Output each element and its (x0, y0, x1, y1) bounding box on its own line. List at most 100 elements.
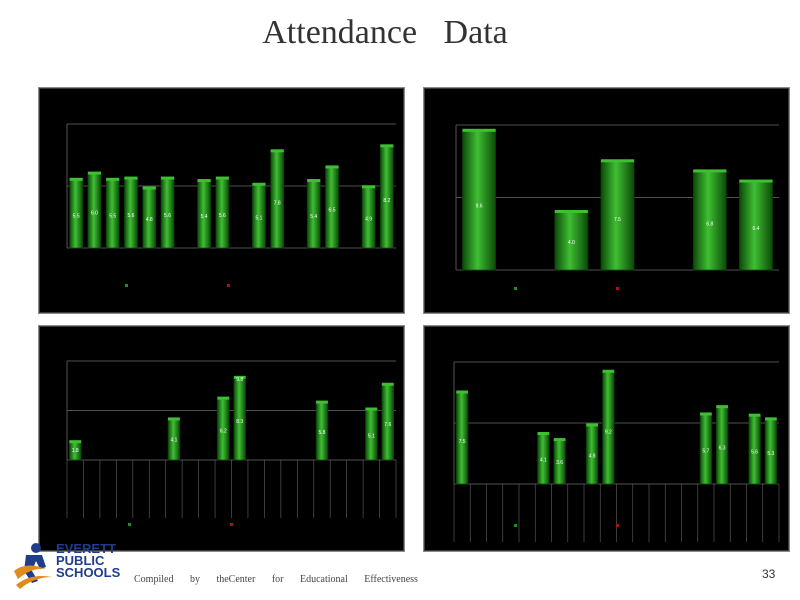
bar-cap (602, 369, 615, 373)
bar-cap (124, 176, 138, 180)
bar-cap (380, 144, 394, 148)
bar (462, 130, 496, 271)
data-label: 7.5 (459, 439, 466, 445)
data-label: 6.3 (719, 445, 726, 451)
bar-cap (69, 440, 82, 444)
data-label: 6.0 (91, 211, 98, 217)
chart-panel-top-right: 9.6 4.0 7.5 6.8 6.4 (423, 87, 790, 314)
bar-cap (270, 149, 284, 153)
logo-line-3: SCHOOLS (56, 565, 121, 580)
bar-cap (215, 176, 229, 180)
bar-chart-top-left: 5.5 6.0 5.5 5.6 4.8 5.6 5.4 5.6 5.1 7.8 5.4 6.5 4.9 8… (66, 123, 396, 287)
data-label: 5.5 (109, 213, 116, 219)
legend-marker-green (514, 524, 517, 527)
logo-line-1: EVERETT (56, 541, 116, 556)
data-label: 5.1 (368, 433, 375, 439)
bar-cap (365, 407, 378, 411)
data-label: 4.0 (568, 240, 575, 246)
legend-marker-red (616, 287, 619, 290)
bar-cap (233, 375, 246, 379)
bar-chart-top-right: 9.6 4.0 7.5 6.8 6.4 (455, 124, 779, 290)
page-title: Attendance Data (262, 14, 508, 51)
bar (602, 371, 615, 485)
data-label: 6.8 (706, 222, 713, 228)
bar-cap (106, 177, 120, 181)
data-label: 9.2 (605, 429, 612, 435)
bar (600, 160, 635, 271)
data-label: 7.8 (274, 200, 281, 206)
bar-cap (748, 413, 761, 417)
data-label: 3.6 (556, 460, 563, 466)
bar (739, 181, 773, 271)
runner-icon (14, 543, 52, 589)
data-label: 7.6 (384, 422, 391, 428)
data-label: 4.1 (540, 457, 547, 463)
bar-cap (252, 182, 266, 186)
data-label: 5.6 (751, 449, 758, 455)
legend-marker-red (227, 284, 230, 287)
bar-cap (325, 165, 339, 169)
logo-line-2: PUBLIC (56, 553, 105, 568)
bar-cap (462, 128, 496, 132)
data-label: 5.4 (201, 214, 208, 220)
bar-cap (160, 176, 175, 180)
bar-cap (693, 169, 727, 173)
bar-cap (554, 210, 588, 213)
bar-cap (307, 179, 321, 183)
bar-cap (381, 382, 394, 386)
data-label: 5.4 (310, 214, 317, 220)
bar-cap (765, 417, 777, 421)
data-label: 5.7 (702, 449, 709, 455)
data-label: 5.6 (164, 213, 171, 219)
bar-cap (316, 400, 328, 404)
bar-cap (600, 159, 635, 163)
bar-cap (217, 396, 230, 400)
bar-cap (362, 185, 376, 189)
data-label: 8.3 (236, 419, 243, 425)
data-label: 5.8 (318, 430, 325, 436)
data-label: 5.3 (767, 451, 774, 457)
data-label: 4.8 (146, 217, 153, 223)
data-label: 4.8 (589, 454, 596, 460)
bar-cap (553, 438, 566, 442)
bar-cap (456, 390, 468, 394)
chart-panel-bottom-left: 1.8 4.1 6.2 8.3 9.8 5.8 5.1 7.6 (38, 325, 405, 552)
data-label: 6.5 (329, 208, 336, 214)
data-label: 5.5 (73, 213, 80, 219)
legend-marker-green (128, 523, 131, 526)
data-label-top: 9.8 (236, 377, 243, 383)
bar-cap (537, 431, 550, 435)
data-label: 1.8 (72, 448, 79, 454)
data-label: 4.1 (170, 438, 177, 444)
data-label: 4.9 (365, 217, 372, 223)
data-label: 6.2 (220, 428, 227, 434)
district-logo-text: EVERETT PUBLIC SCHOOLS (56, 541, 121, 580)
bar-chart-bottom-right: 7.5 4.1 3.6 4.8 9.2 5.7 6.3 5.6 5.3 (453, 361, 780, 542)
bar-cap (142, 186, 156, 190)
bar-cap (87, 171, 101, 175)
data-label: 8.2 (383, 198, 390, 204)
data-label: 7.5 (614, 217, 621, 223)
bar (554, 211, 589, 271)
data-label: 9.6 (476, 203, 483, 209)
data-label: 5.1 (255, 216, 262, 222)
bar-cap (69, 177, 83, 181)
bar-cap (739, 179, 773, 183)
bar-cap (197, 179, 211, 183)
data-label: 5.6 (219, 213, 226, 219)
data-label: 6.4 (752, 226, 759, 232)
page-number: 33 (762, 567, 776, 581)
data-label: 5.6 (127, 213, 134, 219)
bar-cap (716, 405, 728, 409)
legend-marker-red (230, 523, 233, 526)
bar (692, 171, 727, 271)
legend-marker-green (125, 284, 128, 287)
bar-cap (586, 423, 598, 427)
bar-cap (168, 417, 180, 421)
credit-line: Compiled by theCenter for Educational Ef… (134, 574, 418, 585)
chart-panel-top-left: 5.5 6.0 5.5 5.6 4.8 5.6 5.4 5.6 5.1 7.8 5.4 6.5 4.9 8… (38, 87, 405, 314)
bar-cap (700, 412, 712, 416)
legend-marker-red (616, 524, 619, 527)
bar (379, 146, 394, 249)
bar-chart-bottom-left: 1.8 4.1 6.2 8.3 9.8 5.8 5.1 7.6 (66, 360, 397, 526)
